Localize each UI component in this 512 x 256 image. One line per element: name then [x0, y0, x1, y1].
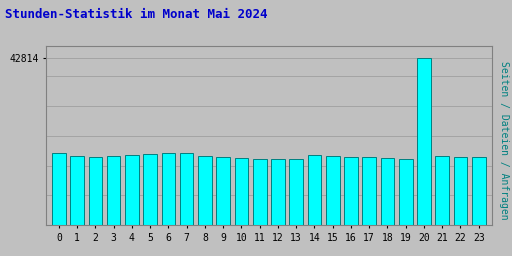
Bar — [362, 157, 376, 225]
Bar — [52, 153, 66, 225]
Bar — [162, 153, 175, 225]
Bar — [125, 155, 139, 225]
Bar — [380, 158, 394, 225]
Bar — [143, 154, 157, 225]
Bar — [216, 157, 230, 225]
Bar — [289, 159, 303, 225]
Bar — [107, 156, 120, 225]
Bar — [454, 157, 467, 225]
Bar — [234, 158, 248, 225]
Bar — [344, 157, 358, 225]
Bar — [198, 156, 212, 225]
Bar — [253, 159, 267, 225]
Bar — [271, 159, 285, 225]
Bar — [89, 157, 102, 225]
Bar — [70, 156, 84, 225]
Bar — [435, 156, 449, 225]
Bar — [472, 157, 485, 225]
Bar — [417, 58, 431, 225]
Text: Stunden-Statistik im Monat Mai 2024: Stunden-Statistik im Monat Mai 2024 — [5, 8, 268, 21]
Bar — [180, 153, 194, 225]
Bar — [326, 156, 339, 225]
Text: Seiten / Dateien / Anfragen: Seiten / Dateien / Anfragen — [499, 61, 509, 220]
Bar — [399, 159, 413, 225]
Bar — [308, 155, 322, 225]
